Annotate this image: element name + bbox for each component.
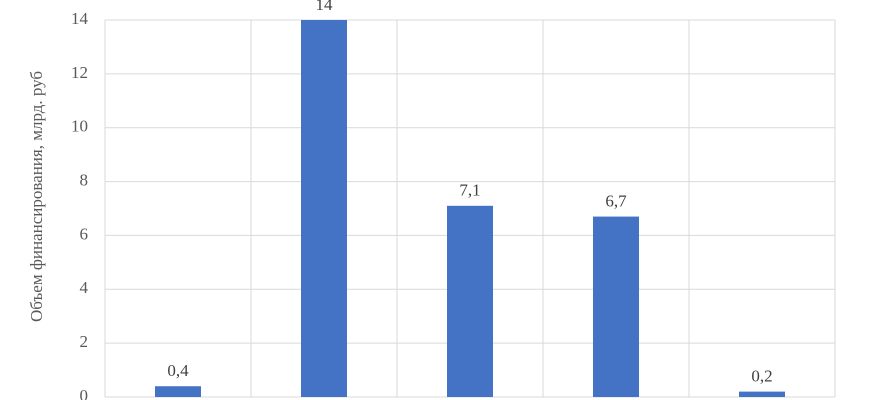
y-tick-label: 12 — [71, 63, 88, 82]
bar — [155, 386, 201, 397]
y-tick-label: 4 — [80, 278, 89, 297]
value-label: 0,4 — [167, 361, 189, 380]
y-tick-label: 8 — [80, 170, 89, 189]
y-tick-label: 6 — [80, 224, 89, 243]
value-label: 7,1 — [459, 181, 480, 200]
y-tick-label: 14 — [71, 9, 89, 28]
value-label: 6,7 — [605, 191, 627, 210]
value-label: 0,2 — [751, 367, 772, 386]
y-tick-label: 2 — [80, 332, 89, 351]
value-label: 14 — [316, 0, 334, 14]
bar — [593, 216, 639, 397]
bar — [739, 391, 785, 397]
y-tick-label: 0 — [80, 386, 89, 400]
y-tick-label: 10 — [71, 117, 88, 136]
bar — [447, 205, 493, 397]
y-axis-label: Объем финансирования, млрд. руб — [27, 71, 46, 322]
bar — [301, 20, 347, 397]
